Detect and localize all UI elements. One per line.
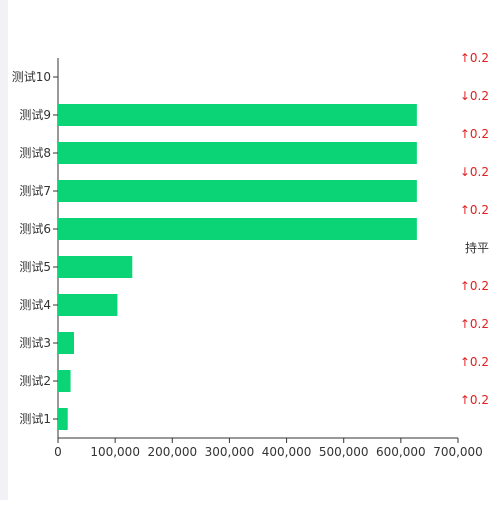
- x-tick-label-4: 400,000: [262, 445, 312, 459]
- change-label-1: ↑0.2: [460, 393, 489, 407]
- category-label-8: 测试8: [19, 145, 51, 160]
- change-label-5: 持平: [465, 240, 489, 255]
- bar-6: [58, 218, 417, 240]
- change-label-4: ↑0.2: [460, 279, 489, 293]
- category-label-10: 测试10: [12, 69, 51, 84]
- category-label-9: 测试9: [19, 107, 51, 122]
- category-label-3: 测试3: [19, 335, 51, 350]
- x-tick-label-5: 500,000: [319, 445, 369, 459]
- bar-2: [58, 370, 71, 392]
- bar-3: [58, 332, 74, 354]
- category-label-4: 测试4: [19, 297, 51, 312]
- category-label-1: 测试1: [19, 411, 51, 426]
- change-label-8: ↑0.2: [460, 127, 489, 141]
- x-tick-label-7: 700,000: [433, 445, 483, 459]
- left-edge-strip: [0, 0, 8, 500]
- change-label-9: ↓0.2: [460, 89, 489, 103]
- x-tick-label-1: 100,000: [90, 445, 140, 459]
- category-label-5: 测试5: [19, 259, 51, 274]
- category-label-2: 测试2: [19, 373, 51, 388]
- x-tick-label-6: 600,000: [376, 445, 426, 459]
- bar-8: [58, 142, 417, 164]
- change-label-2: ↑0.2: [460, 355, 489, 369]
- bar-5: [58, 256, 133, 278]
- x-tick-label-0: 0: [54, 445, 62, 459]
- x-tick-label-3: 300,000: [205, 445, 255, 459]
- category-label-7: 测试7: [19, 183, 51, 198]
- bar-1: [58, 408, 68, 430]
- bar-7: [58, 180, 417, 202]
- category-label-6: 测试6: [19, 221, 51, 236]
- change-label-10: ↑0.2: [460, 51, 489, 65]
- bar-9: [58, 104, 417, 126]
- bar-4: [58, 294, 118, 316]
- change-label-6: ↑0.2: [460, 203, 489, 217]
- change-label-3: ↑0.2: [460, 317, 489, 331]
- change-label-7: ↓0.2: [460, 165, 489, 179]
- x-tick-label-2: 200,000: [147, 445, 197, 459]
